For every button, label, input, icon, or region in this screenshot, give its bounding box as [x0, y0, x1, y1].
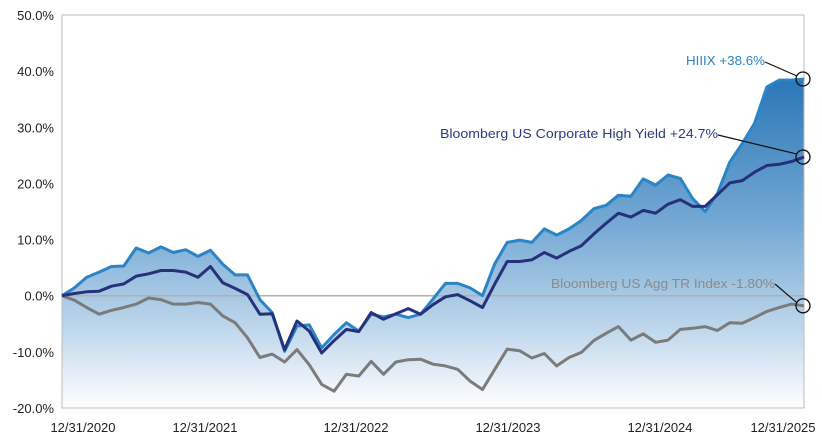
y-tick-label: -10.0% — [13, 345, 55, 360]
x-axis: 12/31/2020 12/31/2021 12/31/2022 12/31/2… — [50, 420, 815, 435]
x-tick-label: 12/31/2021 — [172, 420, 237, 435]
x-tick-label: 12/31/2024 — [627, 420, 692, 435]
y-tick-label: 10.0% — [17, 233, 54, 248]
y-tick-label: 20.0% — [17, 176, 54, 191]
x-tick-label: 12/31/2022 — [323, 420, 388, 435]
leader-line — [764, 61, 798, 77]
y-tick-label: 0.0% — [24, 289, 54, 304]
high-yield-line — [61, 155, 805, 355]
series-lines — [61, 77, 805, 393]
hiiix-line — [61, 77, 805, 353]
annotation-hiiix: HIIIX +38.6% — [686, 53, 765, 68]
annotation-agg: Bloomberg US Agg TR Index -1.80% — [551, 276, 775, 291]
end-point-marker — [795, 149, 811, 165]
x-tick-label: 12/31/2020 — [50, 420, 115, 435]
leader-line — [717, 134, 798, 155]
x-tick-label: 12/31/2025 — [750, 420, 815, 435]
leader-line — [774, 283, 798, 304]
x-tick-label: 12/31/2023 — [475, 420, 540, 435]
y-tick-label: 30.0% — [17, 120, 54, 135]
annotation-high-yield: Bloomberg US Corporate High Yield +24.7% — [440, 126, 718, 141]
end-point-marker — [795, 298, 811, 314]
y-tick-label: 40.0% — [17, 64, 54, 79]
y-tick-label: 50.0% — [17, 8, 54, 23]
annotations: HIIIX +38.6% Bloomberg US Corporate High… — [440, 53, 811, 314]
agg-line — [61, 294, 805, 393]
y-tick-label: -20.0% — [13, 401, 55, 416]
y-axis: 50.0% 40.0% 30.0% 20.0% 10.0% 0.0% -10.0… — [13, 8, 55, 416]
plot-frame — [61, 14, 805, 409]
end-point-marker — [795, 71, 811, 87]
